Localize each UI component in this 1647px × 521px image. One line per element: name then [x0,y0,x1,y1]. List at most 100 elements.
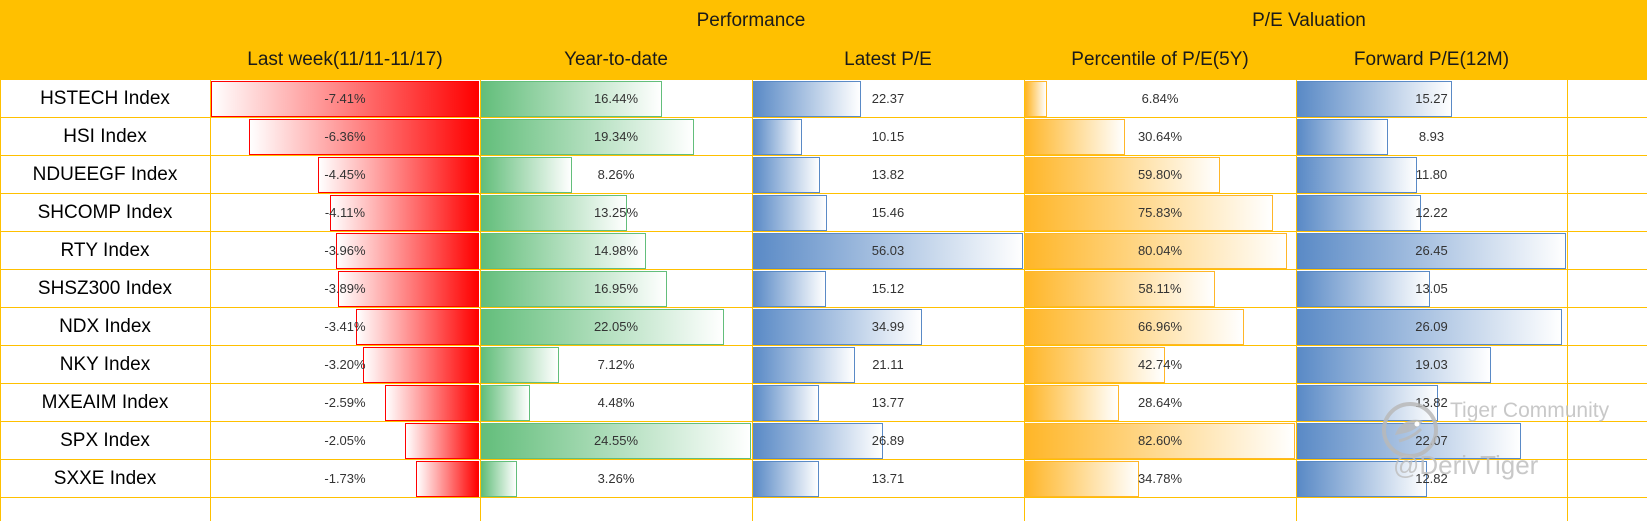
latest-pe-bar [753,423,883,459]
table-row: SXXE Index -1.73% 3.26% 13.71 34.78% 12.82 [0,460,1647,498]
last-week-bar [338,271,479,307]
latest-pe-value: 13.77 [871,395,905,410]
row-index-name: NDUEEGF Index [32,164,178,185]
percentile-bar [1025,309,1244,345]
column-header-percentile-pe: Percentile of P/E(5Y) [1071,49,1249,70]
row-index-name: SHCOMP Index [37,202,173,223]
ytd-bar [481,385,530,421]
table-row: NDUEEGF Index -4.45% 8.26% 13.82 59.80% 11.80 [0,156,1647,194]
table-row: HSTECH Index -7.41% 16.44% 22.37 6.84% 15.27 [0,80,1647,118]
forward-pe-value: 8.93 [1418,129,1445,144]
forward-pe-bar [1297,461,1427,497]
forward-pe-value: 26.09 [1415,319,1448,334]
forward-pe-value: 12.82 [1415,471,1448,486]
last-week-bar [405,423,479,459]
latest-pe-bar [753,461,819,497]
table-row: NKY Index -3.20% 7.12% 21.11 42.74% 19.03 [0,346,1647,384]
forward-pe-value: 19.03 [1415,357,1448,372]
table-row: MXEAIM Index -2.59% 4.48% 13.77 28.64% 13.82 [0,384,1647,422]
percentile-bar [1025,195,1273,231]
last-week-bar [211,81,479,117]
percentile-bar [1025,385,1119,421]
forward-pe-bar [1297,347,1491,383]
forward-pe-value: 12.22 [1415,205,1448,220]
forward-pe-bar [1297,233,1566,269]
row-divider [0,497,1647,498]
column-divider [210,80,211,521]
forward-pe-bar [1297,309,1562,345]
percentile-value: 82.60% [1137,433,1183,448]
last-week-bar [356,309,479,345]
ytd-value: 4.48% [597,395,635,410]
latest-pe-bar [753,233,1023,269]
watermark-brand: Tiger Community [1450,399,1610,422]
percentile-value: 75.83% [1137,205,1183,220]
ytd-value: 24.55% [593,433,639,448]
percentile-bar [1025,461,1139,497]
forward-pe-bar [1297,195,1421,231]
latest-pe-bar [753,81,861,117]
ytd-bar [481,423,751,459]
percentile-bar [1025,119,1125,155]
row-divider [0,421,1647,422]
percentile-bar [1025,157,1220,193]
ytd-value: 14.98% [593,243,639,258]
last-week-bar [336,233,479,269]
percentile-value: 80.04% [1137,243,1183,258]
forward-pe-bar [1297,81,1452,117]
forward-pe-bar [1297,271,1430,307]
latest-pe-bar [753,385,819,421]
ytd-bar [481,157,572,193]
ytd-bar [481,81,662,117]
last-week-bar [363,347,479,383]
column-header-forward-pe: Forward P/E(12M) [1353,49,1510,70]
table-header: Performance P/E Valuation Last week(11/1… [0,0,1647,80]
ytd-value: 19.34% [593,129,639,144]
group-header-performance: Performance [696,10,806,31]
ytd-bar [481,309,724,345]
column-divider [1567,80,1568,521]
latest-pe-value: 21.11 [872,357,904,372]
last-week-bar [318,157,479,193]
percentile-bar [1025,347,1165,383]
forward-pe-value: 22.07 [1415,433,1448,448]
latest-pe-value: 13.82 [871,167,905,182]
row-divider [0,155,1647,156]
column-header-last-week: Last week(11/11-11/17) [247,49,443,70]
table-row: NDX Index -3.41% 22.05% 34.99 66.96% 26.09 [0,308,1647,346]
last-week-value: -3.96% [324,243,366,258]
ytd-bar [481,271,667,307]
last-week-value: -1.73% [324,471,366,486]
last-week-value: -6.36% [324,129,366,144]
row-index-name: MXEAIM Index [41,392,169,413]
column-header-latest-pe: Latest P/E [844,49,932,70]
last-week-value: -2.59% [324,395,366,410]
percentile-value: 66.96% [1137,319,1183,334]
latest-pe-value: 34.99 [871,319,905,334]
row-index-name: SPX Index [60,430,150,451]
table-row: SPX Index -2.05% 24.55% 26.89 82.60% 22.07 [0,422,1647,460]
forward-pe-value: 15.27 [1415,91,1448,106]
ytd-bar [481,233,646,269]
table-row: SHCOMP Index -4.11% 13.25% 15.46 75.83% 12.22 [0,194,1647,232]
last-week-value: -3.89% [324,281,366,296]
ytd-value: 3.26% [597,471,635,486]
row-divider [0,193,1647,194]
ytd-value: 8.26% [597,167,635,182]
forward-pe-bar [1297,157,1417,193]
row-index-name: HSI Index [63,126,147,147]
last-week-value: -3.20% [324,357,366,372]
row-index-name: SXXE Index [53,468,157,489]
last-week-bar [249,119,479,155]
last-week-bar [416,461,479,497]
percentile-value: 59.80% [1137,167,1183,182]
ytd-bar [481,347,559,383]
latest-pe-value: 10.15 [871,129,905,144]
percentile-value: 58.11% [1138,281,1182,296]
last-week-value: -7.41% [324,91,366,106]
latest-pe-value: 26.89 [871,433,905,448]
group-header-pe-valuation: P/E Valuation [1252,10,1366,31]
latest-pe-value: 56.03 [871,243,905,258]
ytd-value: 16.44% [593,91,639,106]
ytd-bar [481,119,694,155]
